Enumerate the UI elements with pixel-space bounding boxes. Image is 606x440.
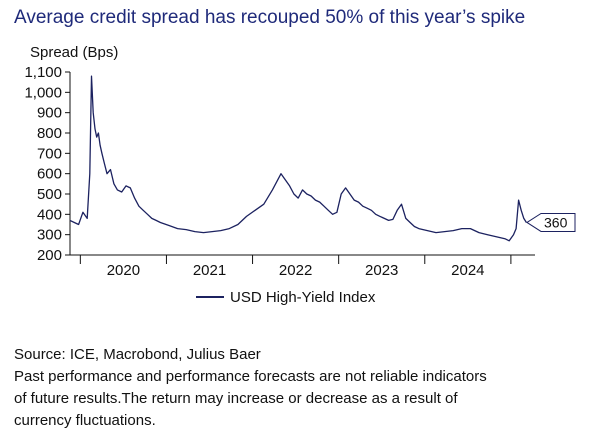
x-tick-label: 2020 [107, 262, 140, 279]
disclaimer-line: currency fluctuations. [14, 412, 156, 429]
y-tick-label: 1,000 [24, 84, 62, 101]
y-tick-label: 700 [37, 145, 62, 162]
source-line: Source: ICE, Macrobond, Julius Baer [14, 346, 261, 363]
y-tick-label: 900 [37, 105, 62, 122]
series-line-usd-high-yield [69, 75, 527, 242]
x-tick-label: 2022 [279, 262, 312, 279]
chart-title: Average credit spread has recouped 50% o… [14, 7, 526, 28]
source-notes: Source: ICE, Macrobond, Julius Baer Past… [14, 344, 599, 432]
x-tick-label: 2024 [451, 262, 484, 279]
end-value-label: 360 [544, 214, 568, 230]
y-axis-label: Spread (Bps) [30, 44, 119, 61]
y-tick-label: 600 [37, 166, 62, 183]
x-axis-ticks: 2020 2021 2022 2023 2024 [79, 255, 512, 279]
disclaimer-line: of future results.The return may increas… [14, 390, 458, 407]
y-tick-label: 200 [37, 247, 62, 264]
y-tick-label: 300 [37, 227, 62, 244]
y-tick-label: 1,100 [24, 64, 62, 81]
legend-label: USD High-Yield Index [230, 289, 376, 306]
x-tick-label: 2021 [193, 262, 226, 279]
y-tick-label: 800 [37, 125, 62, 142]
x-tick-label: 2023 [365, 262, 398, 279]
y-tick-label: 500 [37, 186, 62, 203]
disclaimer-line: Past performance and performance forecas… [14, 368, 487, 385]
end-value-marker [526, 212, 576, 232]
y-axis-ticks: 1,100 1,000 900 800 700 600 500 400 300 200 [24, 64, 70, 264]
y-tick-label: 400 [37, 206, 62, 223]
